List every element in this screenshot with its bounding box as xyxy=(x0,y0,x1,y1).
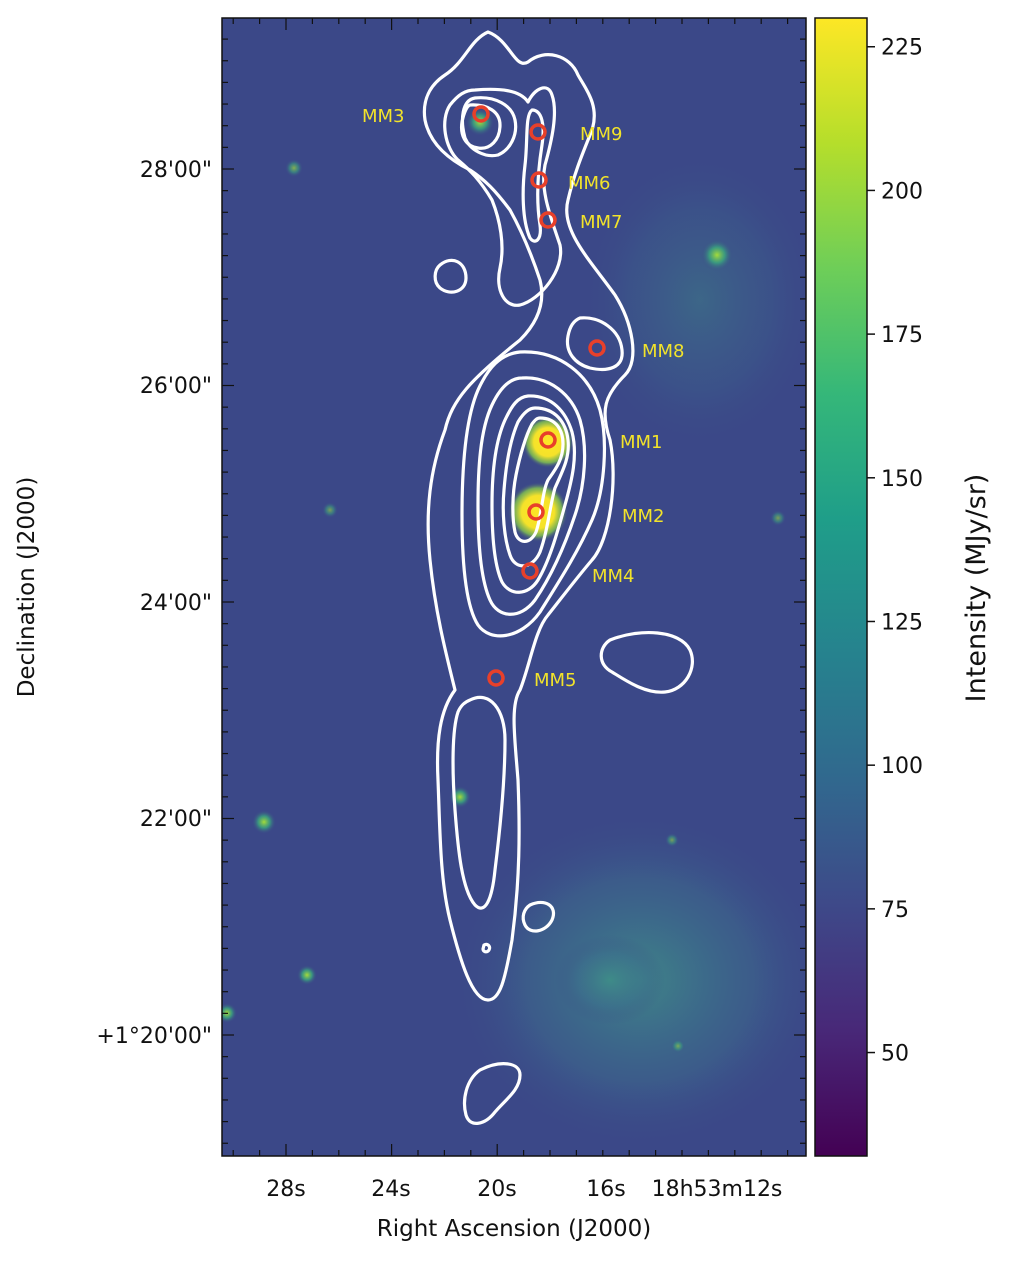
contour-main-4 xyxy=(501,406,570,568)
contour-level-3b xyxy=(521,108,545,243)
y-tick-label: 24'00" xyxy=(140,591,212,616)
intensity-image xyxy=(222,18,806,1156)
contour-north-knob xyxy=(433,258,468,294)
colorbar-tick-label: 225 xyxy=(881,36,923,61)
star-point xyxy=(701,239,733,271)
y-tick-label: +1°20'00" xyxy=(96,1024,212,1049)
source-label: MM1 xyxy=(620,432,663,453)
colorbar-tick-label: 75 xyxy=(881,898,909,923)
source-mm6: MM6 xyxy=(530,171,611,194)
star-point xyxy=(285,159,303,177)
source-markers: MM3 MM9 MM6 MM7 MM8 MM1 MM2 MM4 xyxy=(362,105,685,691)
plot-frame xyxy=(221,17,807,1157)
star-point xyxy=(222,1003,237,1023)
tick-marks xyxy=(222,18,806,1156)
colorbar-bar xyxy=(814,17,868,1157)
contour-south-island-b xyxy=(462,1062,522,1125)
source-mm1: MM1 xyxy=(539,431,663,453)
colorbar-tick-label: 50 xyxy=(881,1042,909,1067)
source-marker xyxy=(530,171,548,189)
y-tick-label: 22'00" xyxy=(140,807,212,832)
colorbar-tick-label: 150 xyxy=(881,467,923,492)
colorbar-title: Intensity (MJy/sr) xyxy=(961,474,992,703)
source-mm7: MM7 xyxy=(539,211,623,233)
x-axis-title: Right Ascension (J2000) xyxy=(377,1216,652,1242)
source-label: MM8 xyxy=(642,341,685,362)
x-tick-labels: 28s 24s 20s 16s 18h53m12s xyxy=(266,1177,782,1202)
source-mm9: MM9 xyxy=(529,123,623,145)
colorbar: 50 75 100 125 150 175 200 225 Intensity (MJy/sr… xyxy=(814,17,992,1157)
x-tick-label: 24s xyxy=(371,1177,410,1202)
contour-level-4 xyxy=(459,103,502,150)
contour-mm8-island xyxy=(565,316,624,372)
diffuse-emission-north xyxy=(580,150,806,450)
x-tick-label: 18h53m12s xyxy=(652,1177,783,1202)
source-marker xyxy=(521,562,539,580)
bright-core-mm2 xyxy=(508,482,568,542)
colorbar-tick-label: 200 xyxy=(881,179,923,204)
star-point xyxy=(297,965,317,985)
plot-border xyxy=(221,17,807,1157)
source-marker xyxy=(472,105,490,123)
source-label: MM5 xyxy=(534,670,577,691)
contour-outer xyxy=(422,30,635,1002)
x-tick-label: 20s xyxy=(477,1177,516,1202)
source-label: MM2 xyxy=(622,506,665,527)
contour-south-island-a xyxy=(521,900,555,933)
contour-level-2 xyxy=(443,86,563,307)
source-label: MM9 xyxy=(580,124,623,145)
colorbar-tick-label: 100 xyxy=(881,754,923,779)
source-marker xyxy=(487,669,505,687)
source-label: MM6 xyxy=(568,173,611,194)
source-mm3: MM3 xyxy=(362,105,490,127)
contour-main-5 xyxy=(511,416,565,543)
source-mm8: MM8 xyxy=(588,339,685,362)
source-label: MM3 xyxy=(362,106,405,127)
source-marker xyxy=(539,211,557,229)
contour-main-2 xyxy=(476,376,587,616)
contour-main-1 xyxy=(460,350,607,638)
contour-layer xyxy=(422,30,694,1125)
star-point xyxy=(665,833,679,847)
y-tick-label: 28'00" xyxy=(140,158,212,183)
colorbar-tick-label: 175 xyxy=(881,323,923,348)
star-point xyxy=(252,810,276,834)
y-axis-title: Declination (J2000) xyxy=(14,477,40,698)
diffuse-emission-core xyxy=(555,935,665,1025)
source-marker xyxy=(588,339,606,357)
source-mm4: MM4 xyxy=(521,562,635,587)
contour-main-3 xyxy=(490,394,577,594)
x-tick-label: 28s xyxy=(266,1177,305,1202)
contour-south-1 xyxy=(451,695,507,910)
source-marker xyxy=(527,503,545,521)
colorbar-ticks: 50 75 100 125 150 175 200 225 xyxy=(867,36,923,1067)
y-tick-labels: +1°20'00" 22'00" 24'00" 26'00" 28'00" xyxy=(96,158,212,1049)
star-point xyxy=(770,510,786,526)
star-point xyxy=(322,502,338,518)
source-mm5: MM5 xyxy=(487,669,577,691)
source-label: MM4 xyxy=(592,566,635,587)
x-tick-label: 16s xyxy=(586,1177,625,1202)
source-marker xyxy=(529,123,547,141)
source-label: MM7 xyxy=(580,212,623,233)
colorbar-tick-label: 125 xyxy=(881,610,923,635)
source-marker xyxy=(539,431,557,449)
star-point xyxy=(671,1039,685,1053)
contour-east-island xyxy=(599,630,694,694)
y-tick-label: 26'00" xyxy=(140,374,212,399)
contour-south-dot xyxy=(481,942,492,954)
source-mm2: MM2 xyxy=(527,503,665,527)
